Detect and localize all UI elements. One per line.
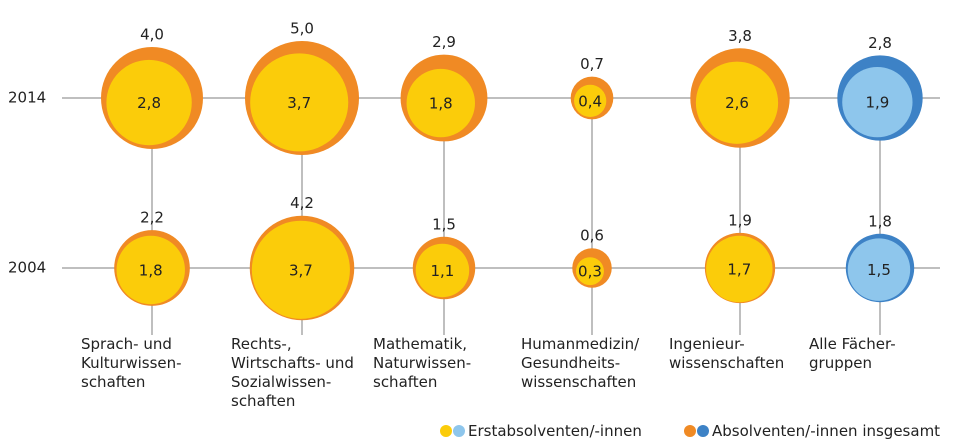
category-label: Humanmedizin/ Gesundheits- wissenschafte… [521,335,640,392]
outer-value-label: 4,0 [140,26,164,44]
inner-value-label: 3,7 [289,261,313,279]
inner-value-label: 2,6 [725,94,749,112]
legend-item: Absolventen/-innen insgesamt [684,422,940,440]
legend-swatch [453,425,465,437]
inner-bubble [406,68,475,138]
outer-value-label: 1,5 [432,215,456,233]
outer-value-label: 1,9 [728,211,752,229]
outer-value-label: 5,0 [290,19,314,37]
category-label: Sprach- und Kulturwissen- schaften [81,335,182,392]
inner-bubble [695,61,779,144]
legend-swatch [697,425,709,437]
inner-value-label: 1,8 [139,261,163,279]
category-label: Rechts-, Wirtschafts- und Sozialwissen- … [231,335,354,411]
inner-bubble [250,53,349,152]
inner-bubble [415,243,470,298]
inner-value-label: 1,5 [867,261,891,279]
legend-swatch [440,425,452,437]
outer-value-label: 3,8 [728,27,752,45]
outer-value-label: 1,8 [868,212,892,230]
inner-bubble [106,59,192,146]
row-label: 2004 [8,259,46,277]
inner-value-label: 0,3 [578,263,602,281]
inner-bubble [116,235,185,305]
inner-value-label: 1,8 [429,95,453,113]
inner-bubble [842,66,913,138]
outer-value-label: 2,2 [140,209,164,227]
row-label: 2014 [8,89,46,107]
inner-bubble [576,257,604,286]
category-label: Mathematik, Naturwissen- schaften [373,335,472,392]
inner-value-label: 3,7 [287,94,311,112]
category-label: Ingenieur- wissenschaften [669,335,785,373]
outer-value-label: 0,7 [580,55,604,73]
outer-value-label: 0,6 [580,227,604,245]
outer-value-label: 4,2 [290,194,314,212]
inner-value-label: 1,1 [431,262,455,280]
legend-swatch [684,425,696,437]
legend-text: Erstabsolventen/-innen [468,422,642,440]
category-label: Alle Fächer- gruppen [809,335,896,373]
inner-value-label: 1,9 [865,94,889,112]
inner-bubble [706,235,773,303]
outer-value-label: 2,8 [868,34,892,52]
inner-bubble [251,220,350,319]
outer-value-label: 2,9 [432,33,456,51]
inner-bubble [847,238,911,301]
legend-item: Erstabsolventen/-innen [440,422,642,440]
inner-bubble [574,84,607,117]
inner-value-label: 2,8 [137,94,161,112]
inner-value-label: 1,7 [727,261,751,279]
legend-text: Absolventen/-innen insgesamt [712,422,941,440]
inner-value-label: 0,4 [578,92,602,110]
